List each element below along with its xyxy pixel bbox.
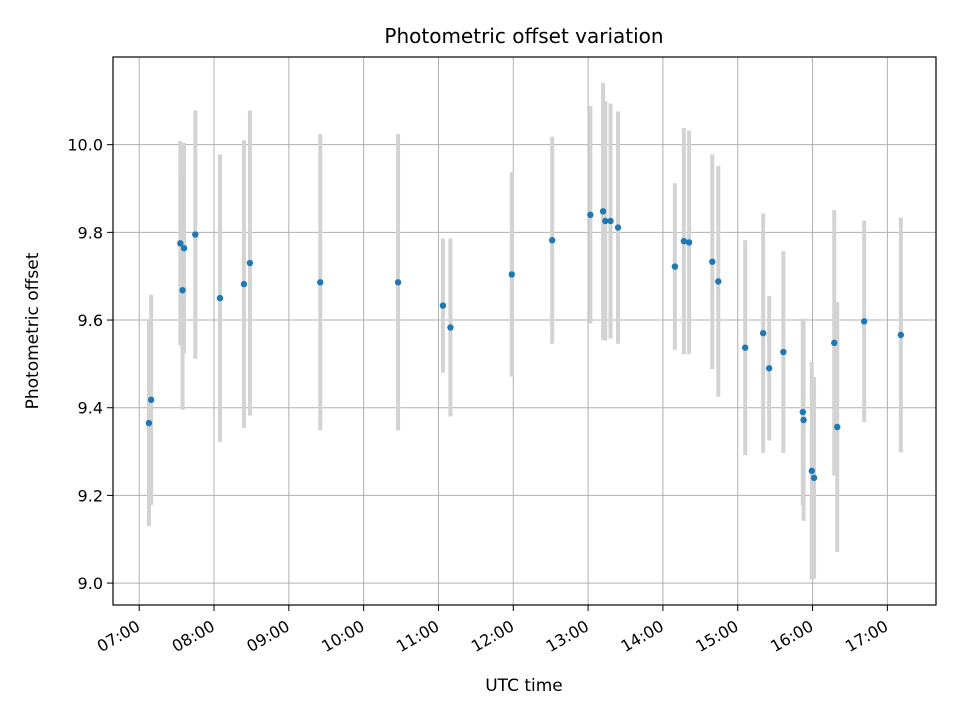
y-tick-label: 10.0 (67, 136, 103, 155)
y-tick-label: 9.0 (78, 574, 103, 593)
data-point (587, 211, 594, 219)
x-axis: 07:00 08:00 09:00 10:00 11:00 12:00 13:00 14:00… (94, 605, 891, 656)
data-point (147, 396, 155, 404)
data-point (715, 278, 722, 285)
data-point (800, 416, 807, 424)
data-point (810, 474, 818, 482)
x-axis-label: UTC time (485, 676, 563, 696)
y-axis: 9.0 9.2 9.4 9.6 9.8 10.0 (67, 136, 113, 593)
data-point (216, 294, 224, 302)
data-point (780, 348, 787, 356)
x-tick-label: 07:00 (94, 616, 143, 656)
x-tick-label: 13:00 (543, 616, 592, 656)
y-tick-label: 9.4 (78, 399, 103, 418)
x-tick-label: 08:00 (169, 616, 218, 656)
plot-frame (112, 56, 937, 606)
chart-title: Photometric offset variation (384, 24, 663, 48)
data-point (808, 467, 816, 475)
data-point (177, 240, 184, 247)
data-point (860, 318, 868, 325)
y-tick-label: 9.2 (78, 486, 103, 505)
data-point (548, 237, 556, 244)
x-tick-label: 11:00 (393, 616, 442, 656)
x-tick-label: 12:00 (468, 616, 517, 656)
data-point (685, 239, 693, 246)
data-point (897, 331, 905, 339)
data-point (607, 217, 614, 225)
data-point (317, 279, 324, 286)
data-point (834, 423, 841, 431)
error-bars (146, 82, 903, 580)
x-tick-label: 10:00 (318, 616, 367, 656)
y-tick-label: 9.6 (78, 311, 103, 330)
data-point (439, 302, 447, 309)
data-point (447, 324, 454, 331)
y-tick-label: 9.8 (78, 223, 103, 242)
data-point (145, 419, 153, 427)
x-tick-label: 09:00 (243, 616, 292, 656)
data-point (671, 263, 679, 270)
data-point (742, 344, 749, 351)
x-tick-label: 15:00 (692, 616, 741, 656)
data-point (614, 224, 622, 231)
data-point (394, 279, 402, 286)
x-tick-label: 14:00 (617, 616, 666, 656)
data-point (192, 231, 199, 238)
data-point (831, 339, 838, 347)
data-point (765, 365, 773, 372)
data-point (246, 259, 254, 267)
data-point (709, 258, 716, 265)
data-point (599, 208, 607, 215)
data-point (759, 329, 767, 337)
data-point (179, 287, 186, 294)
data-point (508, 271, 515, 278)
data-point (602, 217, 609, 225)
data-point (680, 237, 688, 245)
data-point (240, 280, 248, 288)
data-point (799, 408, 807, 416)
y-axis-label: Photometric offset (23, 252, 43, 409)
x-tick-label: 16:00 (767, 616, 816, 656)
x-tick-label: 17:00 (842, 616, 891, 656)
data-point (180, 244, 188, 252)
data-points (145, 208, 905, 482)
